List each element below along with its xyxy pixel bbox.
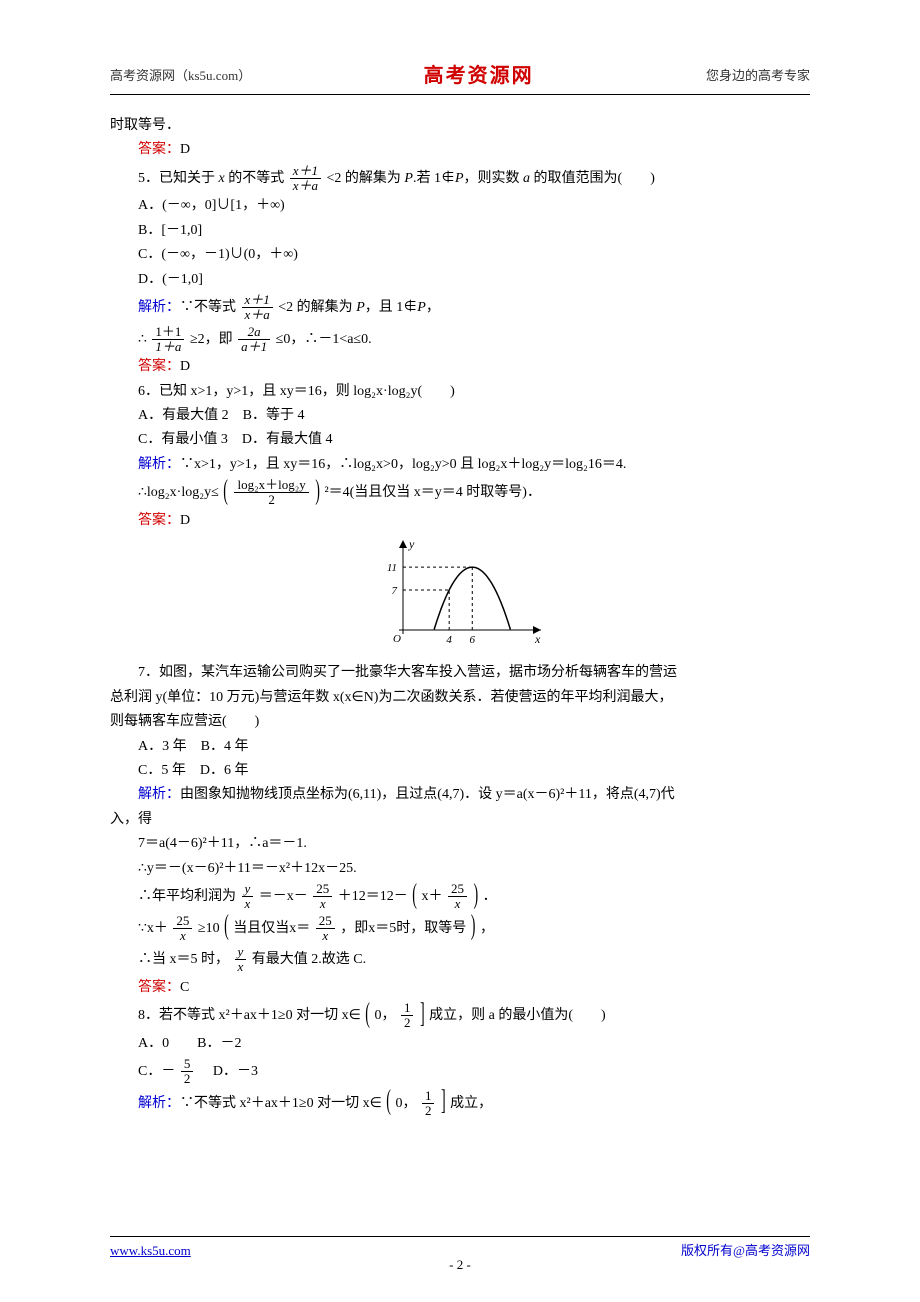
page-footer: www.ks5u.com 版权所有@高考资源网 - 2 - (110, 1236, 810, 1262)
q6-optCD: C．有最小值 3 D．有最大值 4 (110, 429, 810, 451)
q7-ana4: ∴年平均利润为 yx ＝－x－ 25x ＋12＝12－ ( x＋ 25x ) ． (110, 882, 810, 912)
svg-text:x: x (534, 632, 541, 646)
q6-analysis-1: 解析：∵x>1，y>1，且 xy＝16，∴log₂x>0，log₂y>0 且 l… (110, 454, 810, 476)
fraction: x＋1x＋a (290, 164, 321, 194)
svg-text:11: 11 (387, 562, 397, 574)
fragment-line: 时取等号． (110, 115, 810, 137)
answer-value: D (180, 142, 190, 157)
q7-ana3: ∴y＝－(x－6)²＋11＝－x²＋12x－25. (110, 858, 810, 880)
q7-answer: 答案：C (110, 977, 810, 999)
q7-stem-1: 7．如图，某汽车运输公司购买了一批豪华大客车投入营运，据市场分析每辆客车的营运 (110, 662, 810, 684)
q8-analysis: 解析：∵不等式 x²＋ax＋1≥0 对一切 x∈ ( 0， 12 ] 成立， (110, 1089, 810, 1119)
q5-stem: 5．已知关于 x 的不等式 x＋1x＋a <2 的解集为 P.若 1∉P，则实数… (110, 164, 810, 194)
svg-text:4: 4 (446, 634, 452, 646)
q5-optC: C．(－∞，－1)∪(0，＋∞) (110, 244, 810, 266)
footer-page: - 2 - (110, 1255, 810, 1276)
q7-chart: 7 11 4 6 Oy x (110, 538, 810, 656)
q7-ana6: ∴当 x＝5 时， yx 有最大值 2.故选 C. (110, 945, 810, 975)
svg-text:7: 7 (392, 585, 398, 597)
q5-answer: 答案：D (110, 356, 810, 378)
q6-answer: 答案：D (110, 510, 810, 532)
q5-analysis-2: ∴ 1＋11＋a ≥2，即 2aa＋1 ≤0，∴－1<a≤0. (110, 325, 810, 355)
q8-stem: 8．若不等式 x²＋ax＋1≥0 对一切 x∈ ( 0， 12 ] 成立，则 a… (110, 1001, 810, 1031)
answer-label: 答案： (138, 142, 180, 157)
q5-optB: B．[－1,0] (110, 220, 810, 242)
q6-optAB: A．有最大值 2 B．等于 4 (110, 405, 810, 427)
q6-analysis-2: ∴log₂x·log₂y≤ ( log₂x＋log₂y2 ) ²＝4(当且仅当 … (110, 478, 810, 508)
q8-optAB: A．0 B．－2 (110, 1033, 810, 1055)
page-header: 高考资源网（ks5u.com） 高考资源网 您身边的高考专家 (110, 60, 810, 95)
q7-optCD: C．5 年 D．6 年 (110, 760, 810, 782)
header-right: 您身边的高考专家 (706, 66, 810, 87)
q5-analysis-1: 解析：∵不等式 x＋1x＋a <2 的解集为 P，且 1∉P， (110, 293, 810, 323)
q7-stem-3: 则每辆客车应营运( ) (110, 711, 810, 733)
q7-stem-2: 总利润 y(单位：10 万元)与营运年数 x(x∈N)为二次函数关系．若使营运的… (110, 687, 810, 709)
q5-optA: A．(－∞，0]∪[1，＋∞) (110, 195, 810, 217)
q5-optD: D．(－1,0] (110, 269, 810, 291)
q7-ana1b: 入，得 (110, 809, 810, 831)
header-left: 高考资源网（ks5u.com） (110, 66, 251, 87)
q7-analysis-1: 解析：由图象知抛物线顶点坐标为(6,11)，且过点(4,7)．设 y＝a(x－6… (110, 784, 810, 806)
svg-text:6: 6 (470, 634, 476, 646)
analysis-label: 解析： (138, 300, 180, 315)
q7-ana2: 7＝a(4－6)²＋11，∴a＝－1. (110, 833, 810, 855)
parabola-svg: 7 11 4 6 Oy x (375, 538, 545, 648)
svg-text:O: O (393, 633, 401, 645)
q8-optCD: C．－ 52 D．－3 (110, 1057, 810, 1087)
q4-answer: 答案：D (110, 139, 810, 161)
q7-ana5: ∵x＋ 25x ≥10 ( 当且仅当x＝ 25x ，即x＝5时，取等号 ) ， (110, 914, 810, 944)
q6-stem: 6．已知 x>1，y>1，且 xy＝16，则 log₂x·log₂y( ) (110, 381, 810, 403)
header-brand: 高考资源网 (424, 60, 534, 92)
svg-text:y: y (408, 538, 415, 551)
q7-optAB: A．3 年 B．4 年 (110, 736, 810, 758)
